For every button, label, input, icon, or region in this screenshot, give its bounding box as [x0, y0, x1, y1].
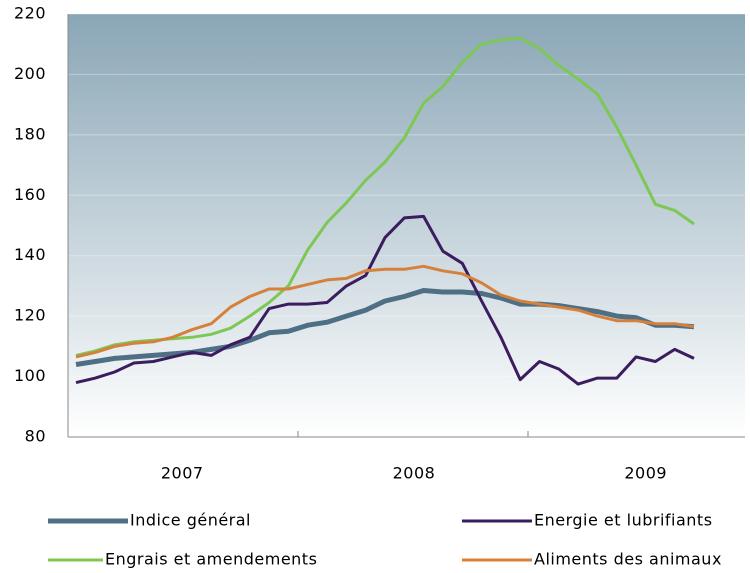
legend-label: Aliments des animaux	[534, 550, 722, 569]
legend-label: Energie et lubrifiants	[534, 511, 713, 530]
x-tick-label: 2008	[393, 464, 436, 483]
y-tick-label: 200	[14, 64, 46, 83]
y-tick-label: 120	[14, 306, 46, 325]
y-tick-label: 80	[25, 427, 46, 446]
plot-area	[68, 14, 745, 437]
legend-label: Engrais et amendements	[105, 550, 317, 569]
series-line	[75, 264, 695, 359]
series-line	[75, 214, 695, 386]
series-line	[75, 288, 695, 367]
y-tick-label: 220	[14, 4, 46, 23]
y-tick-label: 100	[14, 366, 46, 385]
series-line	[75, 36, 695, 357]
y-tick-label: 140	[14, 245, 46, 264]
legend-label: Indice général	[130, 511, 251, 530]
y-tick-label: 160	[14, 185, 46, 204]
x-tick-label: 2009	[624, 464, 667, 483]
y-tick-label: 180	[14, 124, 46, 143]
x-tick-label: 2007	[161, 464, 204, 483]
